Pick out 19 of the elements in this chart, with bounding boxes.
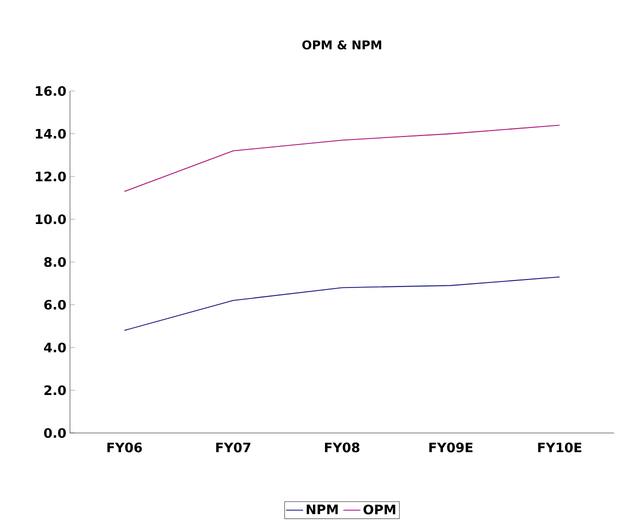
- x-tick-label: FY10E: [538, 442, 582, 452]
- y-tick-label: 2.0: [44, 385, 66, 396]
- y-tick-label: 6.0: [44, 300, 66, 310]
- x-tick-label: FY06: [107, 442, 142, 452]
- x-tick-label: FY07: [216, 442, 250, 452]
- y-tick-label: 16.0: [36, 86, 66, 96]
- y-tick-label: 10.0: [36, 214, 66, 224]
- line-series: [124, 124, 560, 192]
- x-tick-label: FY09E: [429, 442, 472, 452]
- x-tick-label: FY08: [325, 442, 360, 452]
- y-tick-label: 4.0: [44, 342, 66, 352]
- y-tick-label: 14.0: [36, 128, 66, 139]
- y-tick-label: 0.0: [44, 428, 66, 438]
- y-tick-label: 8.0: [44, 257, 66, 267]
- line-series: [124, 276, 560, 331]
- y-tick-label: 12.0: [36, 172, 66, 182]
- chart-title: OPM & NPM: [302, 40, 382, 50]
- legend-label: NPM: [306, 504, 338, 514]
- legend-label: OPM: [364, 504, 396, 514]
